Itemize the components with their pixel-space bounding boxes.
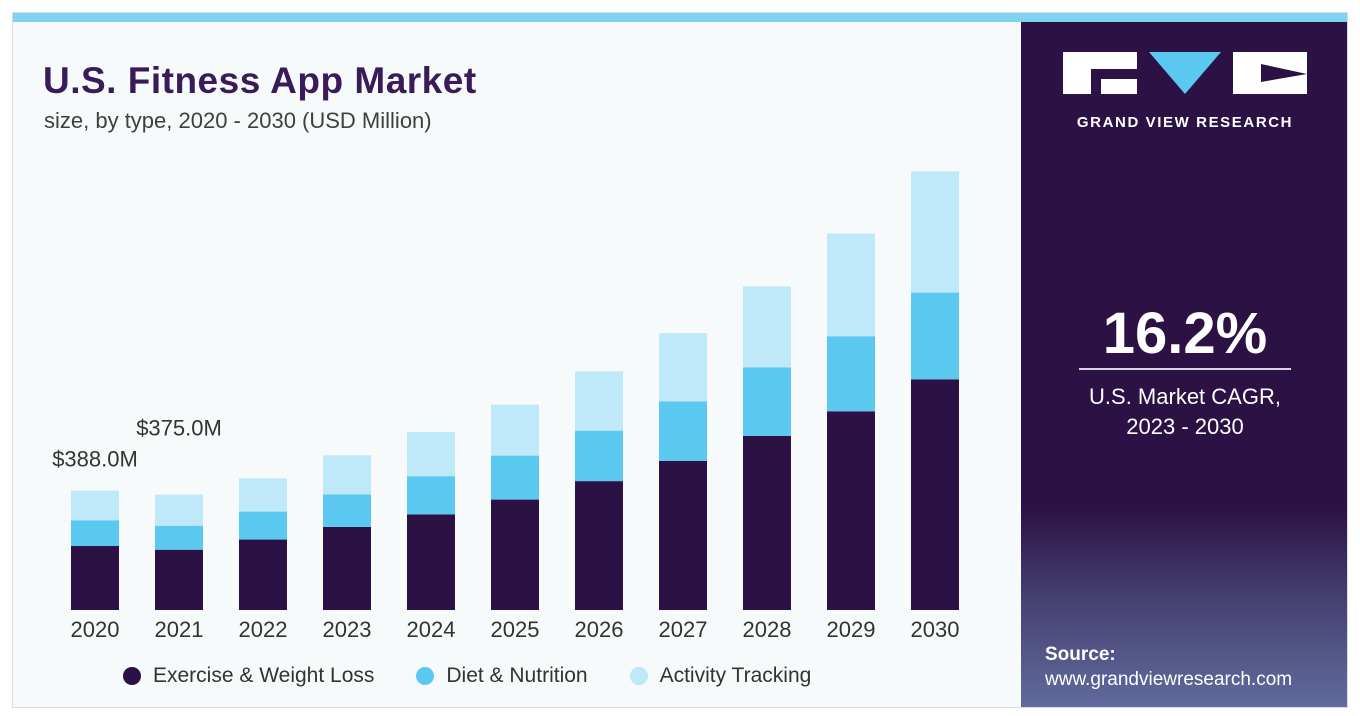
bar-2024-exercise — [407, 514, 455, 610]
x-tick-label-2022: 2022 — [239, 617, 288, 642]
x-tick-label-2025: 2025 — [491, 617, 540, 642]
bar-2025-exercise — [491, 499, 539, 610]
chart-area: U.S. Fitness App Market size, by type, 2… — [13, 22, 1021, 707]
data-label-2021: $375.0M — [136, 416, 222, 441]
bar-2030-activity — [911, 171, 959, 293]
legend-swatch-activity — [629, 667, 648, 685]
bar-2022-exercise — [239, 539, 287, 610]
bar-2020-diet — [71, 520, 119, 547]
cagr-value: 16.2% — [1102, 301, 1268, 366]
cagr-label: U.S. Market CAGR, 2023 - 2030 — [1021, 382, 1347, 442]
legend-label-diet: Diet & Nutrition — [446, 664, 588, 687]
bar-2023-diet — [323, 494, 371, 527]
chart-legend: Exercise & Weight Loss Diet & Nutrition … — [123, 664, 853, 688]
stacked-bar-chart: 2020 2021 2022 2023 2024 2025 2026 2027 2028 2029… — [52, 171, 960, 642]
bar-2026-diet — [575, 430, 623, 482]
chart-card: U.S. Fitness App Market size, by type, 2… — [12, 12, 1348, 708]
bar-2021-diet — [155, 525, 203, 550]
bar-2028-exercise — [743, 435, 791, 610]
bar-2027-exercise — [659, 460, 707, 610]
bar-2026-exercise — [575, 481, 623, 610]
bar-2024-activity — [407, 431, 455, 477]
bar-2030-diet — [911, 292, 959, 380]
x-tick-label-2029: 2029 — [827, 617, 876, 642]
x-tick-label-2030: 2030 — [911, 617, 960, 642]
x-tick-label-2027: 2027 — [659, 617, 708, 642]
legend-item-exercise: Exercise & Weight Loss — [123, 664, 374, 688]
bar-2027-activity — [659, 333, 707, 402]
source-label: Source: — [1045, 644, 1116, 665]
legend-item-diet: Diet & Nutrition — [416, 664, 588, 688]
bar-2026-activity — [575, 371, 623, 431]
bar-2025-diet — [491, 455, 539, 500]
bar-2023-exercise — [323, 526, 371, 610]
bar-2024-diet — [407, 476, 455, 515]
grand-view-research-logo — [1063, 52, 1307, 94]
bar-2029-exercise — [827, 411, 875, 610]
x-tick-label-2028: 2028 — [743, 617, 792, 642]
x-tick-label-2026: 2026 — [575, 617, 624, 642]
bar-2029-diet — [827, 336, 875, 412]
chart-title: U.S. Fitness App Market — [43, 60, 477, 101]
cagr-divider — [1079, 368, 1291, 370]
x-tick-label-2023: 2023 — [323, 617, 372, 642]
data-label-2020: $388.0M — [52, 447, 138, 472]
bar-2030-exercise — [911, 379, 959, 610]
bar-2028-activity — [743, 286, 791, 368]
bar-2028-diet — [743, 367, 791, 436]
legend-label-activity: Activity Tracking — [659, 664, 812, 687]
bar-2022-diet — [239, 511, 287, 540]
info-panel: GRAND VIEW RESEARCH 16.2% U.S. Market CA… — [1021, 22, 1347, 707]
bar-2027-diet — [659, 401, 707, 461]
chart-subtitle: size, by type, 2020 - 2030 (USD Million) — [44, 108, 432, 133]
cagr-label-line2: 2023 - 2030 — [1126, 414, 1244, 439]
legend-swatch-diet — [416, 667, 435, 685]
bar-2021-activity — [155, 494, 203, 526]
x-tick-label-2020: 2020 — [71, 617, 120, 642]
bar-2020-exercise — [71, 546, 119, 610]
bar-2025-activity — [491, 404, 539, 456]
bar-2023-activity — [323, 455, 371, 495]
panel-background-glow — [1021, 509, 1347, 707]
source-url[interactable]: www.grandviewresearch.com — [1045, 669, 1293, 690]
legend-item-activity: Activity Tracking — [629, 664, 812, 688]
bar-2022-activity — [239, 478, 287, 512]
bar-2029-activity — [827, 233, 875, 337]
top-accent-bar — [13, 13, 1347, 22]
legend-swatch-exercise — [123, 667, 141, 685]
x-tick-label-2024: 2024 — [407, 617, 456, 642]
bar-2021-exercise — [155, 549, 203, 610]
brand-name: GRAND VIEW RESEARCH — [1076, 114, 1294, 131]
x-tick-label-2021: 2021 — [155, 617, 204, 642]
bar-2020-activity — [71, 490, 119, 521]
legend-label-exercise: Exercise & Weight Loss — [153, 664, 375, 687]
cagr-label-line1: U.S. Market CAGR, — [1089, 384, 1281, 409]
